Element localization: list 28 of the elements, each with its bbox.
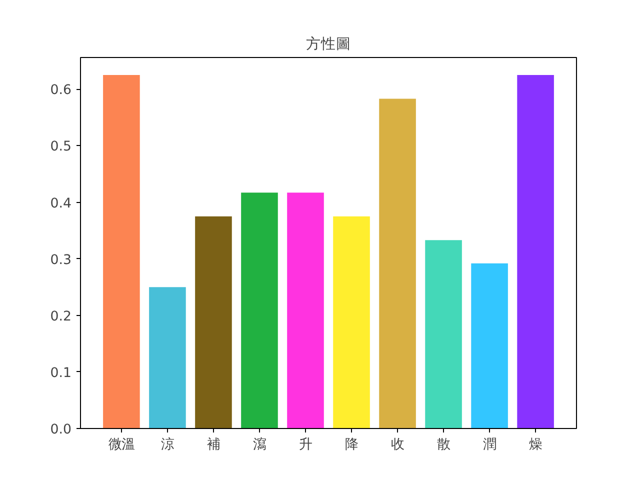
bar: [425, 240, 462, 428]
y-tick-label: 0.0: [50, 422, 72, 438]
chart-title: 方性圖: [306, 36, 351, 52]
bar: [195, 216, 232, 428]
x-tick-label: 收: [391, 438, 404, 452]
y-tick-label: 0.1: [50, 366, 72, 381]
bar: [287, 192, 324, 428]
x-tick-label: 潤: [483, 438, 496, 452]
x-tick-label: 補: [206, 438, 220, 452]
x-tick-label: 散: [437, 438, 450, 452]
bar: [379, 98, 416, 428]
y-tick-label: 0.4: [50, 196, 72, 212]
x-tick-label: 升: [298, 438, 312, 452]
y-tick-label: 0.6: [50, 83, 72, 98]
y-tick-label: 0.5: [50, 140, 72, 155]
y-tick-label: 0.2: [50, 309, 72, 324]
x-tick-label: 瀉: [252, 438, 266, 452]
x-tick-label: 涼: [160, 438, 174, 452]
x-tick-label: 燥: [529, 438, 542, 452]
bar: [333, 216, 370, 428]
bar: [103, 75, 140, 428]
bar: [517, 75, 554, 428]
bar: [149, 287, 186, 428]
x-tick-label: 降: [345, 438, 358, 452]
bar: [241, 192, 278, 428]
x-tick-label: 微溫: [108, 438, 134, 452]
y-tick-label: 0.3: [50, 252, 72, 268]
bar: [471, 263, 508, 428]
